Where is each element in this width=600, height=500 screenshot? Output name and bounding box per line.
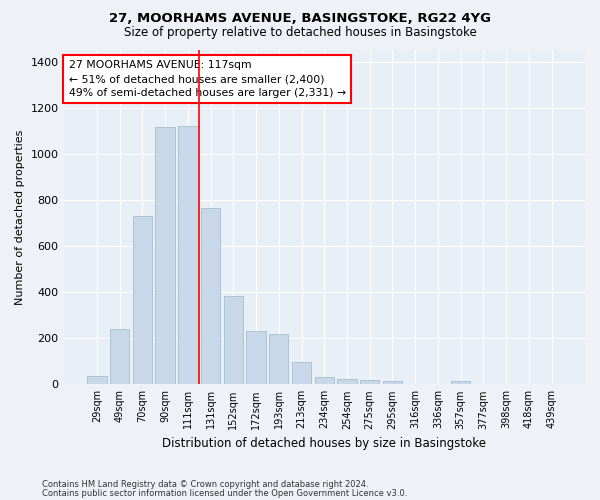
Bar (178, 126, 197, 384)
Text: Contains public sector information licensed under the Open Government Licence v3: Contains public sector information licen… (42, 488, 407, 498)
Bar (133, 216, 152, 384)
Bar (292, 362, 311, 384)
Bar (201, 208, 220, 384)
Bar (110, 329, 130, 384)
Bar (360, 380, 379, 384)
Bar (155, 127, 175, 384)
Bar (224, 296, 243, 384)
Bar (451, 381, 470, 384)
Bar (87, 376, 107, 384)
Text: Contains HM Land Registry data © Crown copyright and database right 2024.: Contains HM Land Registry data © Crown c… (42, 480, 368, 489)
X-axis label: Distribution of detached houses by size in Basingstoke: Distribution of detached houses by size … (162, 437, 486, 450)
Bar (314, 378, 334, 384)
Text: 27, MOORHAMS AVENUE, BASINGSTOKE, RG22 4YG: 27, MOORHAMS AVENUE, BASINGSTOKE, RG22 4… (109, 12, 491, 26)
Bar (269, 334, 289, 384)
Y-axis label: Number of detached properties: Number of detached properties (15, 130, 25, 305)
Text: 27 MOORHAMS AVENUE: 117sqm
← 51% of detached houses are smaller (2,400)
49% of s: 27 MOORHAMS AVENUE: 117sqm ← 51% of deta… (69, 60, 346, 98)
Bar (337, 378, 356, 384)
Bar (383, 381, 402, 384)
Text: Size of property relative to detached houses in Basingstoke: Size of property relative to detached ho… (124, 26, 476, 39)
Bar (247, 332, 266, 384)
